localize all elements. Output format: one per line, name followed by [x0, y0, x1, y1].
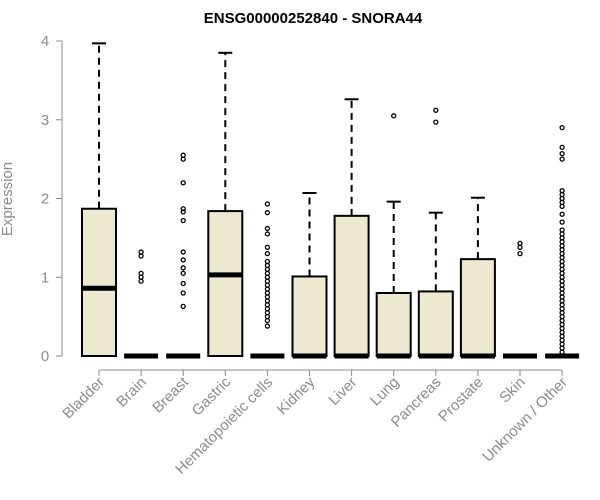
plot-area [81, 42, 580, 359]
outlier-point [391, 113, 397, 119]
box [459, 258, 496, 358]
x-tick-label: Skin [496, 374, 529, 407]
outlier-point [517, 250, 523, 257]
y-axis: 0 1 2 3 4 [41, 33, 63, 365]
outlier-point [264, 258, 271, 265]
outlier-point [264, 231, 271, 237]
box [333, 214, 370, 357]
box-group [291, 191, 328, 359]
outlier-point [180, 180, 186, 186]
y-tick-label: 3 [41, 112, 49, 129]
outlier-point [433, 119, 439, 125]
x-tick-label: Prostate [435, 374, 487, 426]
outlier-point [180, 249, 186, 255]
y-tick-label: 2 [41, 191, 49, 208]
outlier-point [180, 217, 186, 224]
outlier-point [559, 156, 565, 162]
box [417, 290, 454, 357]
box-group [124, 249, 159, 359]
outlier-point [559, 124, 565, 131]
outlier-point [180, 265, 186, 271]
outlier-point [264, 250, 271, 257]
outlier-point [559, 211, 565, 217]
box-group [545, 124, 580, 359]
box-group [503, 240, 537, 359]
box-group [333, 98, 370, 359]
outlier-point [559, 144, 565, 150]
x-tick-label: Bladder [59, 374, 108, 423]
box-group [166, 152, 201, 359]
box-group [375, 113, 412, 359]
y-tick-label: 0 [41, 348, 49, 365]
outlier-point [264, 244, 271, 250]
outlier-point [138, 270, 144, 276]
box [375, 292, 412, 357]
outlier-point [559, 227, 565, 233]
y-tick-label: 1 [41, 269, 49, 286]
box-group [81, 42, 117, 357]
outlier-point [180, 290, 186, 296]
outlier-point [517, 240, 523, 247]
outlier-point [138, 249, 144, 255]
outlier-point [264, 210, 271, 216]
outlier-point [264, 201, 271, 207]
outlier-point [180, 303, 186, 310]
outlier-point [180, 280, 186, 287]
y-tick-label: 4 [41, 33, 49, 50]
outlier-point [559, 187, 565, 194]
outlier-point [180, 209, 186, 215]
outlier-point [180, 257, 186, 263]
box-group [207, 51, 244, 357]
x-tick-label: Liver [325, 374, 360, 409]
chart-title: ENSG00000252840 - SNORA44 [204, 10, 423, 27]
outlier-point [264, 225, 271, 232]
outlier-point [264, 323, 271, 329]
outlier-point [559, 219, 565, 225]
box [291, 275, 328, 357]
box [81, 207, 117, 357]
outlier-point [180, 270, 186, 276]
box-group [250, 201, 285, 359]
box [207, 210, 244, 357]
y-axis-label: Expression [0, 162, 16, 236]
x-tick-label: Brain [113, 374, 150, 411]
box-group [459, 196, 496, 359]
x-tick-label: Breast [149, 373, 192, 416]
outlier-point [180, 152, 186, 158]
outlier-point [433, 107, 439, 113]
outlier-point [559, 150, 565, 157]
outlier-point [180, 206, 186, 212]
x-tick-label: Kidney [274, 373, 319, 418]
x-tick-label: Lung [367, 374, 403, 410]
box-group [417, 107, 454, 359]
